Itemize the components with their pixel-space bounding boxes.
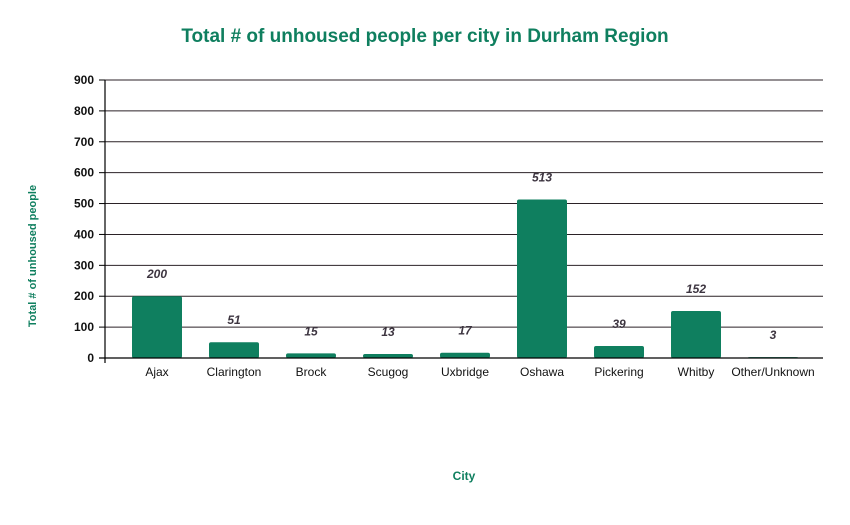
data-value-label: 3 <box>770 328 777 342</box>
y-tick-label: 800 <box>74 104 94 118</box>
data-value-label: 13 <box>381 325 395 339</box>
data-value-label: 51 <box>227 313 241 327</box>
data-value-label: 15 <box>304 324 318 338</box>
y-tick-label: 300 <box>74 258 94 272</box>
x-axis-label: City <box>452 469 476 483</box>
bar <box>132 296 182 358</box>
bar <box>671 311 721 358</box>
y-tick-label: 700 <box>74 135 94 149</box>
chart-title: Total # of unhoused people per city in D… <box>181 26 669 47</box>
y-tick-label: 200 <box>74 289 94 303</box>
y-tick-label: 100 <box>74 320 94 334</box>
x-category-label: Clarington <box>207 365 262 379</box>
data-value-label: 152 <box>686 282 706 296</box>
y-tick-label: 900 <box>74 73 94 87</box>
x-category-label: Brock <box>296 365 328 379</box>
data-value-label: 17 <box>458 324 473 338</box>
data-value-label: 513 <box>532 171 552 185</box>
y-tick-label: 400 <box>74 227 94 241</box>
bars <box>132 199 798 358</box>
y-tick-label: 500 <box>74 197 94 211</box>
bar <box>440 352 490 358</box>
x-category-label: Whitby <box>678 365 715 379</box>
gridlines <box>105 79 823 328</box>
x-category-label: Oshawa <box>520 365 564 379</box>
y-tick-label: 600 <box>74 166 94 180</box>
x-category-label: Ajax <box>145 365 168 379</box>
bar <box>286 353 336 358</box>
bar <box>363 353 413 358</box>
bar <box>594 345 644 358</box>
x-category-label: Uxbridge <box>441 365 489 379</box>
bar <box>209 342 259 358</box>
bar <box>517 199 567 358</box>
x-category-label: Pickering <box>594 365 643 379</box>
x-category-label: Other/Unknown <box>731 365 814 379</box>
data-value-label: 200 <box>146 267 167 281</box>
data-value-label: 39 <box>612 317 626 331</box>
labels: 0 100 200 300 400 500 600 700 800 900 Ajax 200 Clari… <box>74 73 815 379</box>
x-category-label: Scugog <box>368 365 409 379</box>
axes <box>99 79 823 363</box>
y-tick-label: 0 <box>87 351 94 365</box>
